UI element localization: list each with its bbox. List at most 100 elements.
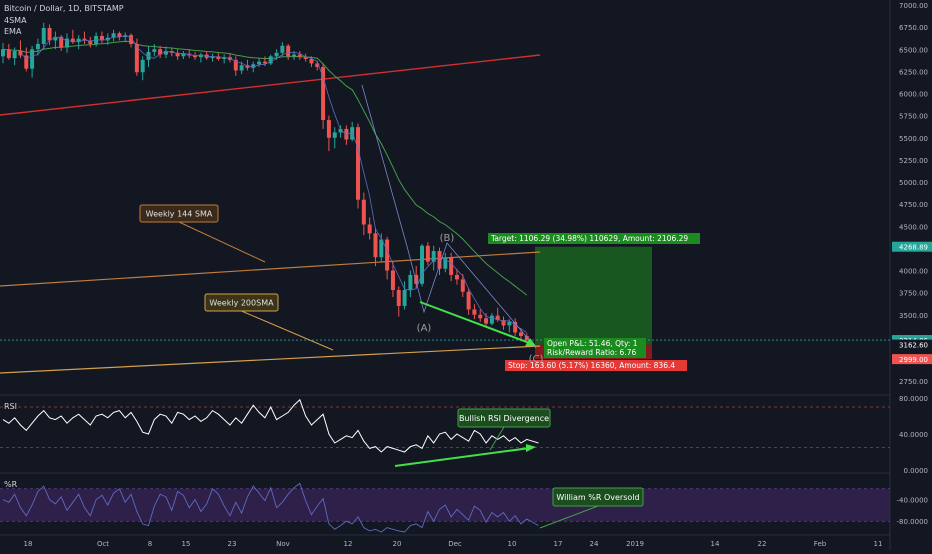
indicator-label-ema: EMA [4,27,22,36]
price-tick-label: 5750.00 [899,113,928,121]
candle-body [59,36,64,48]
candle-body [53,36,58,41]
candle-body [117,33,122,37]
weekly-200sma-callout: Weekly 200SMA [204,293,334,351]
candle-body [30,49,35,69]
price-tick-label: 5000.00 [899,179,928,187]
candle-body [146,51,151,60]
candle-body [193,55,198,58]
candle-body [518,332,523,337]
candle-body [129,35,134,44]
price-tick-label: 6000.00 [899,91,928,99]
wr-tick-label: -80.0000 [897,518,928,526]
price-tag-bg [892,354,932,365]
price-divergence-arrowhead [525,338,536,346]
william-r-callout-pointer [539,505,599,529]
target-label-text: Target: 1106.29 (34.98%) 110629, Amount:… [490,234,688,243]
pnl-label-bg [544,338,646,358]
x-tick-label: Feb [814,540,827,548]
candle-body [454,274,459,280]
candle-body [216,56,221,59]
weekly-200sma-line [0,345,541,374]
candle-body [41,28,46,44]
price-tag: 3162.60 [892,339,932,350]
candle-body [478,314,483,319]
candle-body [262,61,267,64]
weekly-144-sma-callout-pointer [178,221,266,263]
candle-body [286,45,291,57]
x-tick-label: 11 [874,540,883,548]
candle-body [105,37,110,41]
candle-body [111,33,116,38]
candle-body [350,127,355,140]
william-r-callout: William %R Oversold [539,487,644,529]
x-tick-label: Dec [448,540,462,548]
candle-body [233,59,238,71]
candle-body [274,52,279,57]
x-tick-label: 17 [554,540,563,548]
candle-body [181,53,186,57]
wave-c-label: (C) [529,354,544,365]
x-tick-label: Oct [97,540,109,548]
candle-body [420,245,425,284]
candle-body [373,233,378,258]
candle-body [513,321,518,333]
candle-body [210,56,215,59]
stop-label-bg [505,360,687,371]
candle-body [65,38,70,48]
candle-body [326,120,331,138]
candle-body [332,132,337,138]
symbol-title: Bitcoin / Dollar, 1D, BITSTAMP [4,4,124,13]
price-tick-label: 2750.00 [899,378,928,386]
price-tag-label: 3162.60 [899,342,928,350]
candle-body [484,318,489,324]
x-tick-label: 24 [590,540,599,548]
target-label: Target: 1106.29 (34.98%) 110629, Amount:… [488,233,700,244]
x-tick-label: 10 [508,540,517,548]
target-label-bg [488,233,700,244]
x-tick-label: 18 [24,540,33,548]
price-tag-bg [892,339,932,350]
weekly-200sma-callout-pointer [241,310,334,351]
candle-body [88,40,93,44]
wave-path [361,84,537,349]
candle-body [245,65,250,68]
candle-layer [1,22,529,342]
candle-body [6,49,11,59]
wr-line [2,482,539,533]
x-tick-label: 14 [711,540,720,548]
sma4-line [20,35,528,333]
axis-layer: 7000.00 6750.00 6500.00 6250.00 6000.00 5750.… [24,2,932,548]
candle-body [280,45,285,53]
candle-body [222,57,227,59]
price-divergence-arrow [419,301,533,345]
william-r-callout-box [552,487,644,507]
weekly-144-sma-callout: Weekly 144 SMA [139,204,266,263]
candle-body [507,321,512,326]
candle-body [396,289,401,306]
candle-body [338,128,343,133]
candle-body [356,127,361,200]
candle-body [99,35,104,41]
candle-body [1,49,5,57]
candle-body [158,49,163,55]
candle-body [402,289,407,306]
candle-body [524,336,529,341]
x-tick-label: 12 [344,540,353,548]
wr-pane-label: %R [4,480,18,489]
stop-label: Stop: 163.60 (5.17%) 16360, Amount: 836.… [505,360,687,371]
candle-body [449,257,454,275]
price-tick-label: 6750.00 [899,24,928,32]
candle-body [495,315,500,321]
grid-layer [0,0,891,550]
candle-body [425,245,430,262]
price-tick-label: 5250.00 [899,157,928,165]
weekly-144-sma-callout-box [139,204,219,223]
candle-body [82,38,87,41]
x-tick-label: 2019 [626,540,644,548]
price-tag: 2999.00 [892,354,932,365]
wr-tick-label: -40.0000 [897,497,928,505]
